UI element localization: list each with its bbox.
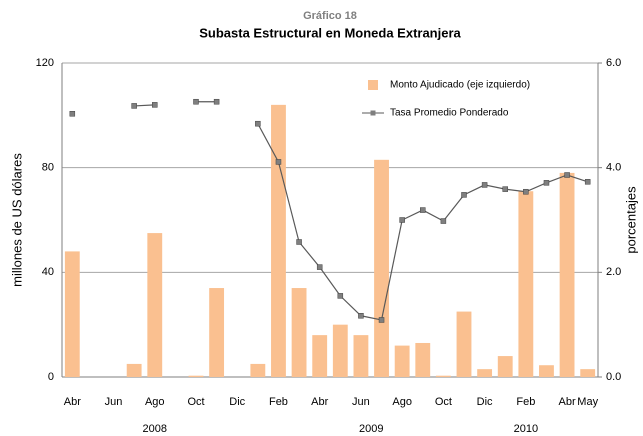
y-tick-label: 120 xyxy=(36,57,54,69)
bar xyxy=(271,104,286,377)
x-tick-label: Oct xyxy=(435,396,452,408)
bar xyxy=(580,369,596,377)
line xyxy=(134,104,155,107)
bar xyxy=(126,363,142,377)
line-marker xyxy=(420,207,426,213)
bar xyxy=(415,342,431,377)
legend-swatch xyxy=(370,110,376,116)
x-tick-label: May xyxy=(577,396,598,408)
x-tick-label: Abr xyxy=(64,396,81,408)
x-tick-label: Ago xyxy=(145,396,165,408)
line-marker xyxy=(152,102,158,108)
line-marker xyxy=(131,103,137,109)
x-tick-label: Feb xyxy=(516,396,535,408)
bar xyxy=(435,375,451,377)
x-tick-label: Dic xyxy=(229,396,245,408)
year-label: 2010 xyxy=(514,423,538,435)
line-marker xyxy=(69,111,76,117)
y2-tick-label: 6.0 xyxy=(606,57,621,69)
x-tick-label: Jun xyxy=(352,396,370,408)
bar xyxy=(456,311,472,377)
line-marker xyxy=(316,264,323,270)
line-marker xyxy=(523,188,529,195)
year-label: 2008 xyxy=(143,423,167,435)
x-tick-label: Abr xyxy=(311,396,328,408)
bar xyxy=(518,191,534,377)
y-tick-label: 80 xyxy=(42,162,54,174)
year-label: 2009 xyxy=(359,423,383,435)
line-marker xyxy=(255,120,261,127)
x-tick-label: Jun xyxy=(105,396,123,408)
x-tick-label: Abr xyxy=(559,396,576,408)
line-marker xyxy=(564,172,570,178)
bar xyxy=(394,345,410,377)
y2-tick-label: 0.0 xyxy=(606,371,621,383)
line-marker xyxy=(358,313,364,319)
line-marker xyxy=(378,317,385,323)
x-tick-label: Oct xyxy=(187,396,204,408)
line-marker xyxy=(275,159,282,165)
chart-subtitle: Gráfico 18 xyxy=(303,10,357,22)
y-tick-label: 0 xyxy=(48,371,54,383)
legend-label: Tasa Promedio Ponderado xyxy=(390,108,509,119)
bar xyxy=(477,369,493,377)
line-marker xyxy=(193,98,199,105)
chart-title: Subasta Estructural en Moneda Extranjera xyxy=(199,25,461,40)
line-marker xyxy=(337,293,344,299)
bar xyxy=(353,335,369,377)
line-marker xyxy=(461,192,467,198)
line xyxy=(257,123,588,321)
bar xyxy=(64,251,80,377)
x-tick-label: Feb xyxy=(269,396,288,408)
line-marker xyxy=(296,239,302,245)
bar xyxy=(188,375,204,377)
bar xyxy=(374,159,389,377)
line-marker xyxy=(399,217,405,223)
x-tick-label: Ago xyxy=(392,396,412,408)
bar xyxy=(539,365,554,377)
legend-swatch xyxy=(368,80,378,90)
y2-axis-label: porcentajes xyxy=(623,186,638,254)
y-axis-label: millones de US dólares xyxy=(9,153,24,287)
line-marker xyxy=(440,218,447,224)
bar xyxy=(497,356,513,377)
line-marker xyxy=(481,182,488,188)
bar xyxy=(332,324,348,377)
bar xyxy=(250,363,266,377)
bar xyxy=(147,233,163,377)
line-marker xyxy=(213,98,220,105)
line-marker xyxy=(502,186,508,192)
line-marker xyxy=(543,180,550,186)
y2-tick-label: 4.0 xyxy=(606,162,621,174)
y-tick-label: 40 xyxy=(42,266,54,278)
y2-tick-label: 2.0 xyxy=(606,266,621,278)
bar xyxy=(312,335,328,377)
line-marker xyxy=(584,179,591,185)
bar xyxy=(559,172,575,377)
bar xyxy=(209,288,225,377)
legend-label: Monto Ajudicado (eje izquierdo) xyxy=(390,80,530,91)
bar xyxy=(291,288,307,377)
x-tick-label: Dic xyxy=(477,396,493,408)
